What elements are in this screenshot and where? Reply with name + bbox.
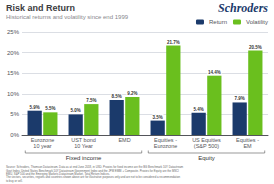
svg-text:15%: 15% (7, 70, 20, 76)
svg-text:21.7%: 21.7% (167, 40, 180, 45)
svg-text:5%: 5% (10, 111, 19, 117)
svg-text:Equity: Equity (198, 155, 215, 161)
svg-text:EMD: EMD (118, 137, 130, 143)
svg-text:EMU, S&P 500 and the Emerging: EMU, S&P 500 and the Emerging Markets Da… (6, 171, 110, 176)
svg-text:Fixed income: Fixed income (66, 155, 102, 161)
svg-text:Historical returns and volatil: Historical returns and volatility since … (6, 14, 129, 20)
svg-text:Schroders: Schroders (218, 1, 268, 15)
svg-text:7.5%: 7.5% (86, 98, 96, 103)
svg-text:9.2%: 9.2% (127, 91, 137, 96)
svg-text:8.5%: 8.5% (112, 94, 122, 99)
svg-text:Eurozone: Eurozone (154, 143, 178, 149)
svg-text:(S&P 500): (S&P 500) (194, 143, 219, 149)
svg-text:10 Year: 10 Year (74, 143, 93, 149)
svg-text:Equities -: Equities - (154, 137, 177, 143)
svg-text:5.4%: 5.4% (194, 107, 204, 112)
svg-text:3.5%: 3.5% (153, 115, 163, 120)
svg-text:US Equities: US Equities (192, 137, 221, 143)
svg-text:5.0%: 5.0% (71, 108, 81, 113)
svg-text:25%: 25% (7, 29, 20, 35)
svg-text:Risk and Return: Risk and Return (6, 3, 75, 13)
svg-text:Volatility: Volatility (246, 19, 268, 25)
svg-text:Eurozone: Eurozone (30, 137, 55, 143)
svg-text:7.9%: 7.9% (235, 96, 245, 101)
svg-text:Govt Index, United States Benc: Govt Index, United States Benchmark 10Y … (6, 168, 179, 172)
svg-text:10 year: 10 year (33, 143, 52, 149)
svg-text:5.9%: 5.9% (30, 105, 40, 110)
svg-text:The sectors, securities, regio: The sectors, securities, regions and cou… (6, 175, 181, 179)
svg-text:14.4%: 14.4% (208, 70, 221, 75)
svg-text:20%: 20% (7, 50, 20, 56)
svg-text:EM: EM (243, 143, 252, 149)
svg-text:Equities -: Equities - (236, 137, 259, 143)
svg-text:Source: Schroders, Thomson Dat: Source: Schroders, Thomson Datastream. D… (6, 165, 184, 169)
svg-text:20.5%: 20.5% (249, 45, 262, 50)
svg-text:to buy or sell.: to buy or sell. (6, 178, 23, 182)
svg-text:10%: 10% (7, 91, 20, 97)
svg-text:5.5%: 5.5% (45, 106, 55, 111)
svg-text:Return: Return (209, 19, 227, 25)
svg-text:0%: 0% (10, 132, 19, 138)
svg-text:UST bond: UST bond (71, 137, 96, 143)
